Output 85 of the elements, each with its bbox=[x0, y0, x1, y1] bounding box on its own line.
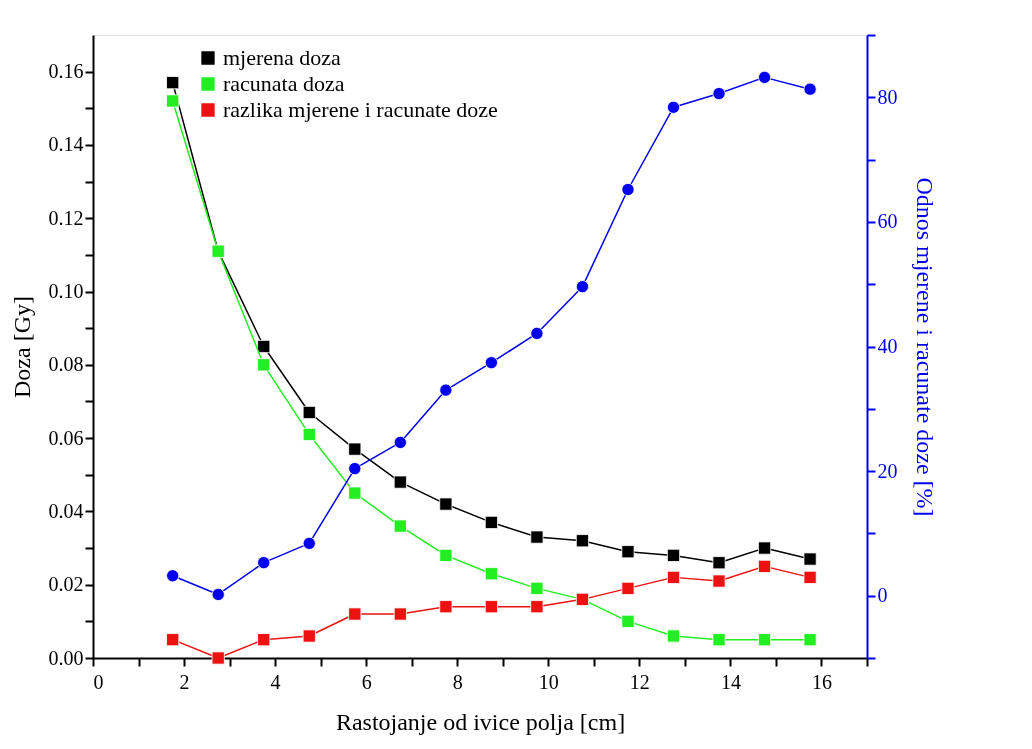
point bbox=[211, 587, 225, 601]
y2-axis-title: Odnos mjerene i racunate doze [%] bbox=[911, 177, 938, 517]
y-tick-label: 0.00 bbox=[48, 646, 84, 669]
x-tick-label: 0 bbox=[93, 670, 104, 693]
x-tick-label: 14 bbox=[720, 670, 741, 693]
point bbox=[530, 600, 544, 614]
point bbox=[439, 383, 453, 397]
point bbox=[621, 614, 635, 628]
x-tick-label: 8 bbox=[452, 670, 463, 693]
point bbox=[257, 339, 271, 354]
point bbox=[621, 545, 635, 559]
point bbox=[348, 607, 362, 621]
point bbox=[621, 581, 635, 595]
point bbox=[803, 82, 817, 96]
point bbox=[803, 633, 817, 647]
y2-tick-label: 60 bbox=[877, 210, 898, 233]
x-tick-label: 12 bbox=[629, 670, 650, 693]
point bbox=[803, 552, 817, 566]
point bbox=[666, 629, 681, 643]
y-tick-label: 0.02 bbox=[48, 573, 84, 596]
point bbox=[257, 358, 271, 372]
point bbox=[484, 567, 498, 581]
point bbox=[257, 633, 271, 647]
point bbox=[712, 633, 726, 647]
point bbox=[166, 94, 180, 108]
point bbox=[666, 548, 681, 562]
legend-label: razlika mjerene i racunate doze bbox=[223, 97, 498, 122]
y-tick-label: 0.16 bbox=[48, 60, 84, 83]
point bbox=[257, 556, 271, 570]
legend-label: mjerena doza bbox=[223, 45, 342, 70]
point bbox=[484, 515, 498, 529]
point bbox=[712, 87, 726, 101]
point bbox=[484, 600, 498, 614]
point bbox=[348, 486, 362, 500]
point bbox=[393, 519, 407, 533]
legend-label: racunata doza bbox=[223, 71, 345, 96]
point bbox=[666, 570, 681, 584]
y-tick-label: 0.14 bbox=[48, 133, 84, 156]
y2-tick-label: 80 bbox=[877, 85, 898, 108]
point bbox=[712, 574, 726, 588]
y-tick-label: 0.10 bbox=[48, 280, 84, 303]
point bbox=[302, 405, 316, 419]
y2-tick-label: 20 bbox=[877, 459, 898, 482]
y-tick-label: 0.12 bbox=[48, 206, 84, 229]
point bbox=[530, 326, 544, 340]
point bbox=[166, 633, 180, 647]
y-tick-label: 0.06 bbox=[48, 426, 84, 449]
x-axis-title: Rastojanje od ivice polja [cm] bbox=[335, 708, 626, 735]
point bbox=[530, 530, 544, 544]
point bbox=[758, 541, 772, 555]
point bbox=[302, 536, 316, 550]
point bbox=[439, 497, 453, 511]
point bbox=[393, 475, 407, 489]
point bbox=[758, 70, 772, 84]
x-tick-label: 10 bbox=[538, 670, 559, 693]
x-tick-label: 4 bbox=[270, 670, 281, 693]
point bbox=[302, 629, 316, 643]
x-tick-label: 6 bbox=[361, 670, 372, 693]
point bbox=[439, 600, 453, 614]
point bbox=[575, 534, 589, 548]
point bbox=[484, 356, 498, 370]
point bbox=[439, 548, 453, 562]
point bbox=[803, 570, 817, 584]
y-tick-label: 0.04 bbox=[48, 499, 84, 522]
y-tick-label: 0.08 bbox=[48, 353, 84, 376]
point bbox=[758, 633, 772, 647]
point bbox=[393, 435, 407, 449]
point bbox=[166, 76, 180, 90]
y2-tick-label: 40 bbox=[877, 335, 898, 357]
point bbox=[712, 556, 726, 570]
point bbox=[348, 462, 362, 476]
x-tick-label: 2 bbox=[179, 670, 190, 693]
point bbox=[575, 280, 589, 294]
y-axis-title: Doza [Gy] bbox=[8, 296, 35, 398]
point bbox=[758, 559, 772, 573]
y2-tick-label: 0 bbox=[877, 584, 888, 607]
point bbox=[666, 100, 681, 114]
point bbox=[393, 607, 407, 621]
point bbox=[530, 581, 544, 595]
point bbox=[621, 182, 635, 197]
point bbox=[348, 442, 362, 456]
point bbox=[302, 427, 316, 441]
x-tick-label: 16 bbox=[811, 670, 832, 693]
point bbox=[166, 569, 180, 583]
point bbox=[211, 651, 225, 665]
